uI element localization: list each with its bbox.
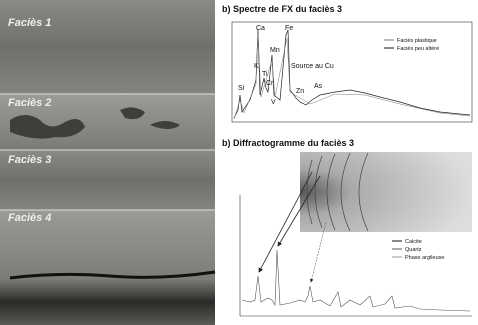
photo — [0, 0, 215, 94]
peak-label: Ca — [256, 25, 265, 32]
legend-label: Quartz — [405, 247, 422, 253]
peak-label: Ti — [262, 71, 268, 78]
peak-label: Mn — [270, 47, 280, 54]
xrd-image — [300, 152, 472, 232]
arrow — [309, 221, 327, 283]
peak-label: As — [314, 83, 323, 90]
peak-label: Source au Cu — [291, 63, 334, 70]
legend-label: Faciès plastique — [397, 38, 437, 44]
photo-label: Faciès 1 — [8, 17, 51, 29]
photo — [0, 210, 215, 325]
peak-label: Cr — [266, 80, 274, 87]
arrow — [258, 171, 313, 273]
peak-label: Si — [238, 85, 245, 92]
peak-label: Fe — [285, 25, 293, 32]
peak-label: V — [271, 99, 276, 106]
panel-title: b) Spectre de FX du faciès 3 — [222, 4, 342, 14]
spectrum-curve — [233, 33, 471, 120]
arrow — [277, 175, 321, 247]
photo-label: Faciès 4 — [8, 212, 51, 224]
spectrum-curve — [233, 29, 471, 119]
peak-label: Zn — [296, 88, 304, 95]
photo — [0, 150, 215, 210]
photo-label: Faciès 3 — [8, 154, 51, 166]
legend-label: Faciès peu altéré — [397, 46, 439, 52]
diffractogram-curve — [241, 249, 471, 312]
panel-title: b) Diffractogramme du faciès 3 — [222, 138, 354, 148]
photo-detail — [10, 107, 180, 139]
photo-crack — [9, 270, 216, 280]
legend-label: Phase argileuse — [405, 255, 444, 261]
plot-frame — [231, 21, 473, 123]
xrd-ring — [306, 152, 369, 232]
legend-label: Calcite — [405, 239, 422, 245]
photo-label: Faciès 2 — [8, 97, 51, 109]
peak-label: K — [254, 63, 259, 70]
